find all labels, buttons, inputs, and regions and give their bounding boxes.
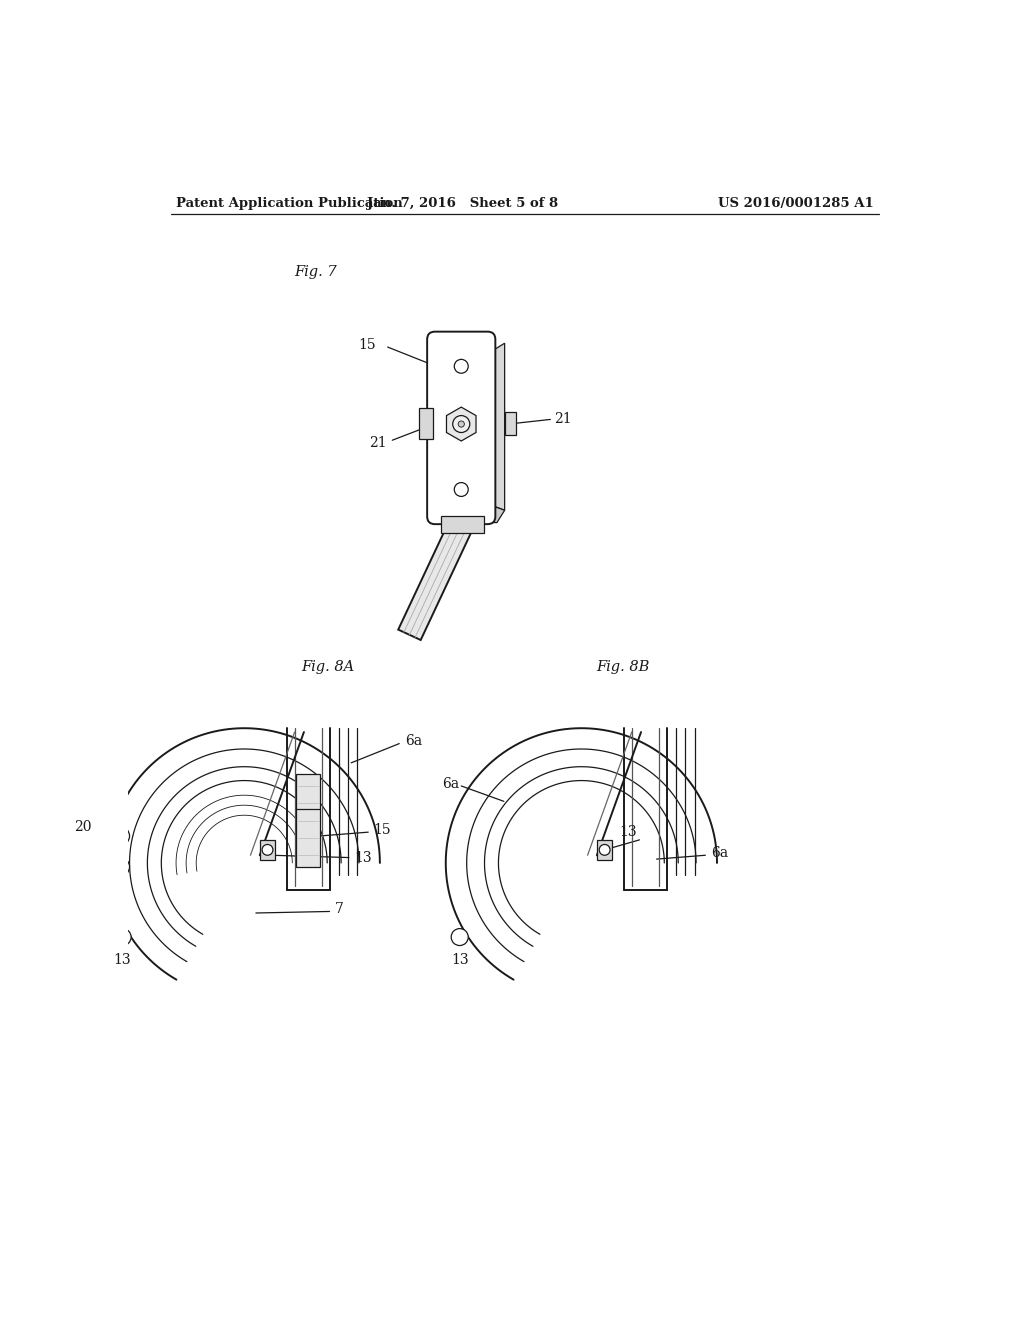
Polygon shape bbox=[420, 408, 433, 438]
Text: Jan. 7, 2016   Sheet 5 of 8: Jan. 7, 2016 Sheet 5 of 8 bbox=[368, 197, 558, 210]
Text: Fig. 7: Fig. 7 bbox=[295, 265, 337, 280]
Text: Fig. 8A: Fig. 8A bbox=[301, 660, 354, 673]
FancyBboxPatch shape bbox=[427, 331, 496, 524]
Text: 6a: 6a bbox=[404, 734, 422, 748]
Text: US 2016/0001285 A1: US 2016/0001285 A1 bbox=[718, 197, 873, 210]
Circle shape bbox=[458, 421, 464, 428]
Polygon shape bbox=[436, 504, 505, 523]
Text: 21: 21 bbox=[370, 436, 387, 450]
Polygon shape bbox=[597, 840, 612, 859]
Text: Patent Application Publication: Patent Application Publication bbox=[176, 197, 402, 210]
Circle shape bbox=[114, 928, 131, 945]
Circle shape bbox=[111, 858, 130, 876]
Circle shape bbox=[262, 845, 273, 855]
Polygon shape bbox=[446, 407, 476, 441]
Circle shape bbox=[111, 826, 130, 845]
Text: 13: 13 bbox=[114, 953, 131, 968]
Polygon shape bbox=[398, 517, 473, 640]
Text: 15: 15 bbox=[358, 338, 376, 351]
Circle shape bbox=[455, 483, 468, 496]
Text: 13: 13 bbox=[354, 850, 372, 865]
Text: 13: 13 bbox=[620, 825, 637, 840]
Circle shape bbox=[453, 416, 470, 433]
Polygon shape bbox=[260, 840, 275, 859]
Text: Fig. 8B: Fig. 8B bbox=[596, 660, 649, 673]
Polygon shape bbox=[441, 516, 483, 533]
Circle shape bbox=[455, 359, 468, 374]
Text: 6a: 6a bbox=[441, 776, 459, 791]
Text: 7: 7 bbox=[335, 902, 344, 916]
Text: 6a: 6a bbox=[711, 846, 728, 859]
Text: 15: 15 bbox=[374, 822, 391, 837]
Text: 20: 20 bbox=[74, 820, 91, 834]
Circle shape bbox=[452, 928, 468, 945]
Text: 13: 13 bbox=[451, 953, 469, 968]
Polygon shape bbox=[488, 343, 505, 511]
Polygon shape bbox=[296, 775, 321, 867]
Circle shape bbox=[599, 845, 610, 855]
Text: 21: 21 bbox=[554, 412, 571, 426]
Polygon shape bbox=[505, 412, 515, 434]
